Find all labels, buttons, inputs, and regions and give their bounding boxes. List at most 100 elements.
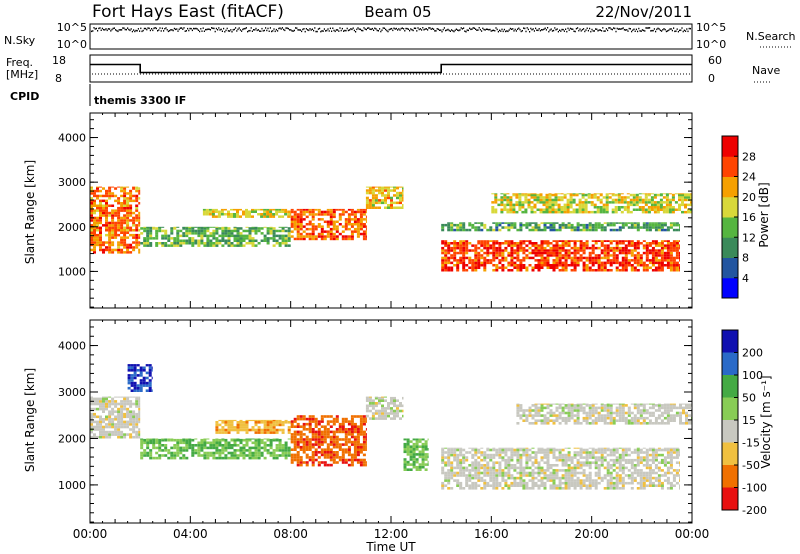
heatmap-cell [200,237,204,240]
heatmap-cell [615,222,619,224]
nsky-point [338,30,340,32]
heatmap-cell [120,251,124,254]
heatmap-cell [224,446,228,450]
heatmap-cell [591,259,595,262]
heatmap-cell [531,481,535,485]
heatmap-cell [245,421,249,424]
heatmap-cell [627,226,631,229]
heatmap-cell [522,448,526,452]
heatmap-cell [498,466,502,470]
heatmap-cell [152,446,156,450]
heatmap-cell [660,240,664,242]
nsky-point [106,29,108,32]
heatmap-cell [402,409,404,413]
heatmap-cell [170,438,174,442]
heatmap-cell [215,237,219,240]
heatmap-cell [662,193,666,195]
heatmap-cell [558,244,562,247]
heatmap-cell [136,389,140,392]
heatmap-cell [311,435,315,439]
heatmap-cell [214,208,218,211]
heatmap-cell [132,415,136,419]
heatmap-cell [320,420,324,423]
heatmap-cell [374,409,378,413]
heatmap-cell [127,379,131,382]
heatmap-cell [99,233,102,237]
heatmap-cell [338,445,342,449]
nsky-point [197,29,199,31]
heatmap-cell [606,269,610,272]
heatmap-cell [114,248,118,252]
heatmap-cell [399,409,402,413]
heatmap-cell [519,476,523,480]
heatmap-cell [573,266,577,269]
nsky-point [374,27,376,29]
heatmap-cell [236,229,240,233]
heatmap-cell [651,254,655,257]
heatmap-cell [138,202,141,205]
heatmap-cell [465,484,469,487]
heatmap-cell [293,225,297,228]
heatmap-cell [618,228,622,232]
heatmap-cell [356,433,360,436]
heatmap-cell [447,244,451,247]
heatmap-cell [558,448,562,452]
heatmap-cell [672,259,676,262]
heatmap-cell [594,222,598,224]
heatmap-cell [462,240,466,242]
heatmap-cell [108,246,112,249]
nsky-point [553,29,555,32]
heatmap-cell [305,235,309,238]
heatmap-cell [209,441,213,445]
nsky-point [409,29,411,32]
heatmap-cell [617,193,621,195]
heatmap-cell [126,197,130,200]
heatmap-cell [393,399,396,402]
heatmap-cell [486,228,490,232]
heatmap-cell [123,402,127,406]
heatmap-cell [368,204,372,207]
heatmap-cell [203,456,207,460]
heatmap-cell [135,199,139,203]
heatmap-cell [305,208,309,211]
nsky-point [484,29,486,31]
heatmap-cell [227,239,231,242]
nsky-point [147,27,149,29]
nsky-point [191,29,193,32]
heatmap-cell [516,461,520,464]
heatmap-cell [308,232,312,236]
heatmap-cell [543,261,547,265]
heatmap-cell [359,213,363,216]
heatmap-cell [501,249,505,252]
nsky-point [603,30,605,32]
heatmap-cell [105,435,108,439]
heatmap-cell [314,443,318,446]
heatmap-cell [308,208,312,211]
heatmap-cell [368,186,372,190]
heatmap-cell [516,481,520,485]
heatmap-cell [362,438,366,441]
heatmap-cell [540,261,544,265]
heatmap-cell [669,251,673,255]
heatmap-cell [672,228,676,232]
heatmap-cell [194,232,198,235]
heatmap-cell [606,223,610,227]
heatmap-cell [669,249,673,252]
heatmap-cell [135,189,139,193]
heatmap-cell [687,210,690,214]
heatmap-cell [576,223,580,227]
heatmap-cell [561,222,565,224]
heatmap-cell [146,234,150,238]
heatmap-cell [105,219,108,222]
heatmap-cell [347,227,351,231]
heatmap-cell [284,237,288,240]
heatmap-cell [194,451,198,455]
heatmap-cell [251,210,254,213]
heatmap-cell [332,420,336,423]
heatmap-cell [483,246,487,250]
heatmap-cell [495,487,499,490]
heatmap-cell [200,438,204,442]
heatmap-cell [111,397,115,401]
heatmap-cell [573,254,577,257]
heatmap-cell [305,440,309,444]
